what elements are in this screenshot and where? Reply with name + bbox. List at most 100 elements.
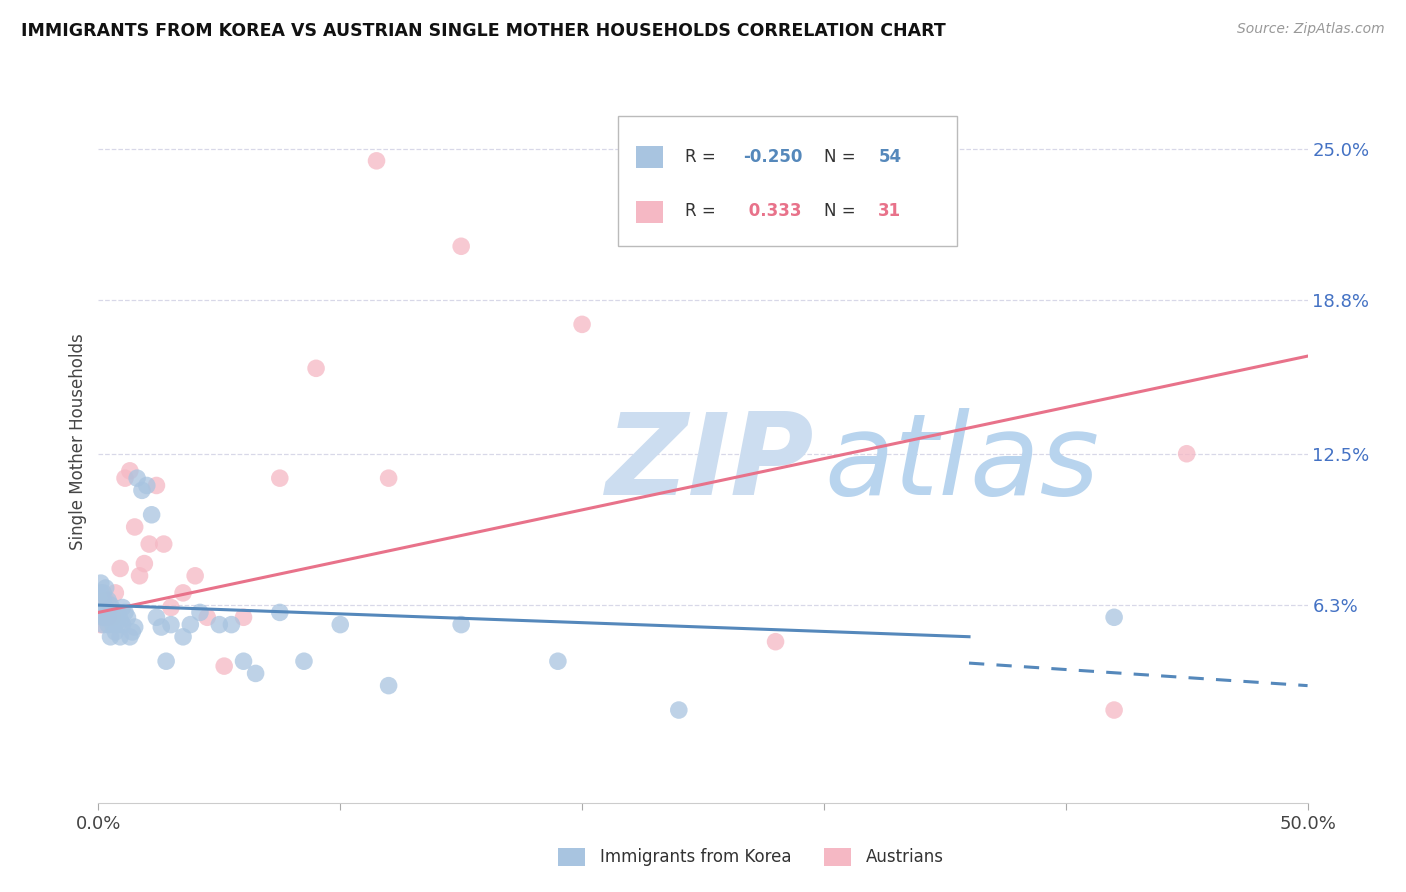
Point: [94, 593, 117, 607]
Text: 31: 31: [879, 202, 901, 220]
Point: [100, 600, 122, 615]
FancyBboxPatch shape: [637, 201, 664, 223]
Point: [100, 610, 122, 624]
Point: [195, 610, 218, 624]
Text: Austrians: Austrians: [866, 848, 945, 866]
Point: [245, 666, 267, 681]
Text: Immigrants from Korea: Immigrants from Korea: [600, 848, 792, 866]
Point: [1102, 703, 1125, 717]
Point: [152, 537, 174, 551]
Point: [668, 703, 690, 717]
Point: [118, 630, 141, 644]
Point: [107, 617, 129, 632]
Point: [184, 569, 207, 583]
Point: [269, 606, 291, 620]
Point: [104, 586, 127, 600]
Point: [179, 617, 201, 632]
Text: R =: R =: [685, 148, 721, 166]
Point: [124, 520, 146, 534]
Point: [94, 610, 117, 624]
Point: [450, 239, 472, 253]
Point: [188, 606, 211, 620]
Text: N =: N =: [824, 202, 860, 220]
Point: [172, 586, 194, 600]
Point: [145, 610, 167, 624]
Text: R =: R =: [685, 202, 725, 220]
Point: [1175, 447, 1198, 461]
Point: [101, 606, 124, 620]
Point: [155, 654, 177, 668]
Y-axis label: Single Mother Households: Single Mother Households: [69, 334, 87, 549]
Point: [208, 617, 231, 632]
Point: [145, 478, 167, 492]
Point: [104, 624, 127, 639]
FancyBboxPatch shape: [824, 848, 851, 865]
Point: [138, 537, 160, 551]
Point: [377, 471, 399, 485]
Point: [141, 508, 163, 522]
FancyBboxPatch shape: [619, 117, 957, 246]
Point: [91, 586, 114, 600]
Point: [114, 606, 136, 620]
Point: [377, 679, 399, 693]
Point: [160, 617, 183, 632]
Point: [221, 617, 243, 632]
Point: [305, 361, 328, 376]
Text: -0.250: -0.250: [742, 148, 803, 166]
Point: [94, 600, 117, 615]
Text: IMMIGRANTS FROM KOREA VS AUSTRIAN SINGLE MOTHER HOUSEHOLDS CORRELATION CHART: IMMIGRANTS FROM KOREA VS AUSTRIAN SINGLE…: [21, 22, 946, 40]
Point: [97, 606, 120, 620]
Text: ZIP: ZIP: [606, 408, 814, 519]
Point: [90, 606, 112, 620]
Point: [269, 471, 291, 485]
Point: [91, 610, 114, 624]
Point: [160, 600, 183, 615]
Point: [292, 654, 315, 668]
Text: N =: N =: [824, 148, 860, 166]
Point: [90, 586, 112, 600]
Point: [547, 654, 569, 668]
Point: [97, 610, 120, 624]
Point: [97, 593, 120, 607]
Point: [135, 478, 157, 492]
Point: [100, 598, 122, 612]
FancyBboxPatch shape: [558, 848, 585, 865]
Text: 0.333: 0.333: [742, 202, 801, 220]
Point: [94, 581, 117, 595]
Point: [107, 606, 129, 620]
Point: [117, 610, 139, 624]
Point: [131, 483, 153, 498]
Point: [108, 630, 131, 644]
Point: [232, 610, 254, 624]
Point: [101, 617, 124, 632]
Point: [124, 620, 146, 634]
Point: [150, 620, 173, 634]
Point: [91, 593, 114, 607]
Text: 54: 54: [879, 148, 901, 166]
Point: [571, 318, 593, 332]
Point: [232, 654, 254, 668]
Point: [134, 557, 156, 571]
Point: [108, 561, 131, 575]
Point: [91, 610, 114, 624]
Point: [101, 610, 124, 624]
Text: atlas: atlas: [824, 408, 1099, 519]
Point: [366, 153, 388, 168]
Point: [765, 634, 787, 648]
Point: [114, 471, 136, 485]
Point: [450, 617, 472, 632]
Point: [100, 630, 122, 644]
Point: [172, 630, 194, 644]
Point: [91, 617, 114, 632]
Text: Source: ZipAtlas.com: Source: ZipAtlas.com: [1237, 22, 1385, 37]
Point: [104, 610, 127, 624]
Point: [1102, 610, 1125, 624]
Point: [121, 624, 143, 639]
FancyBboxPatch shape: [637, 146, 664, 169]
Point: [111, 600, 134, 615]
Point: [97, 617, 120, 632]
Point: [127, 471, 149, 485]
Point: [90, 576, 112, 591]
Point: [111, 617, 134, 632]
Point: [90, 617, 112, 632]
